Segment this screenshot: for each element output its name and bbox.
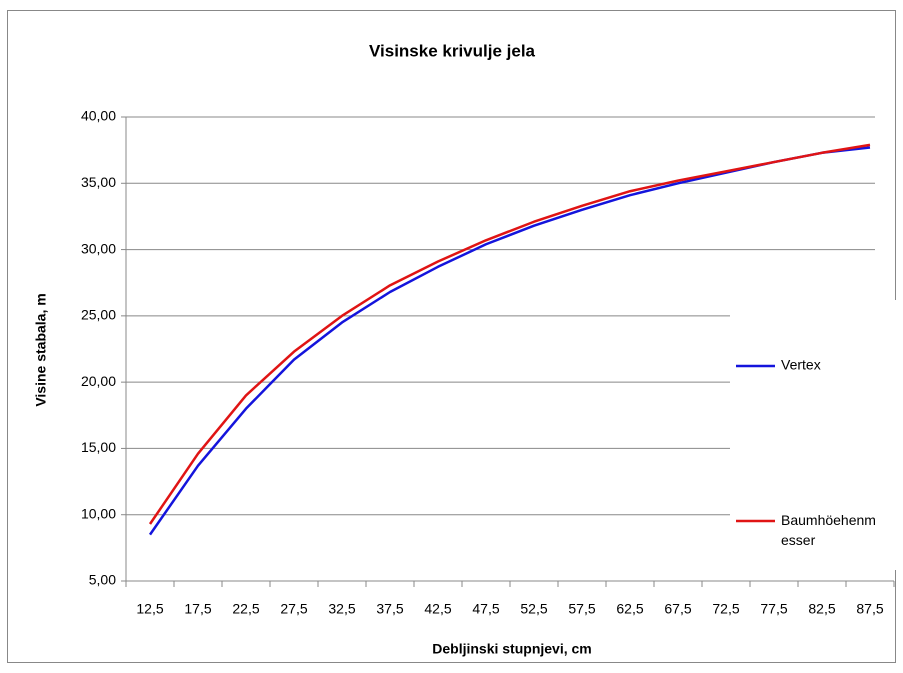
x-tick-label: 87,5 — [856, 601, 883, 617]
y-tick-label: 5,00 — [89, 572, 116, 588]
y-tick-label: 30,00 — [81, 240, 116, 256]
y-tick-label: 20,00 — [81, 373, 116, 389]
x-tick-label: 22,5 — [232, 601, 259, 617]
x-axis-label: Debljinski stupnjevi, cm — [432, 641, 592, 657]
x-tick-label: 32,5 — [328, 601, 355, 617]
x-tick-label: 52,5 — [520, 601, 547, 617]
x-tick-label: 57,5 — [568, 601, 595, 617]
y-tick-label: 40,00 — [81, 108, 116, 124]
y-tick-label: 15,00 — [81, 439, 116, 455]
x-tick-label: 82,5 — [808, 601, 835, 617]
x-tick-label: 77,5 — [760, 601, 787, 617]
x-tick-label: 47,5 — [472, 601, 499, 617]
x-tick-label: 67,5 — [664, 601, 691, 617]
series-line — [148, 143, 871, 525]
y-tick-label: 35,00 — [81, 174, 116, 190]
x-tick-label: 12,5 — [136, 601, 163, 617]
legend-label: Baumhöehenm esser — [781, 512, 876, 548]
x-tick-label: 72,5 — [712, 601, 739, 617]
y-tick-label: 10,00 — [81, 505, 116, 521]
x-tick-label: 27,5 — [280, 601, 307, 617]
legend-label: Vertex — [781, 357, 821, 373]
legend-label-line: Baumhöehenm — [781, 512, 876, 528]
legend-label-line: esser — [781, 532, 816, 548]
x-tick-label: 62,5 — [616, 601, 643, 617]
x-tick-label: 17,5 — [184, 601, 211, 617]
legend-background — [730, 300, 903, 570]
y-tick-label: 25,00 — [81, 307, 116, 323]
chart-title: Visinske krivulje jela — [369, 41, 536, 60]
x-tick-label: 42,5 — [424, 601, 451, 617]
y-axis-label: Visine stabala, m — [33, 293, 49, 406]
x-tick-label: 37,5 — [376, 601, 403, 617]
